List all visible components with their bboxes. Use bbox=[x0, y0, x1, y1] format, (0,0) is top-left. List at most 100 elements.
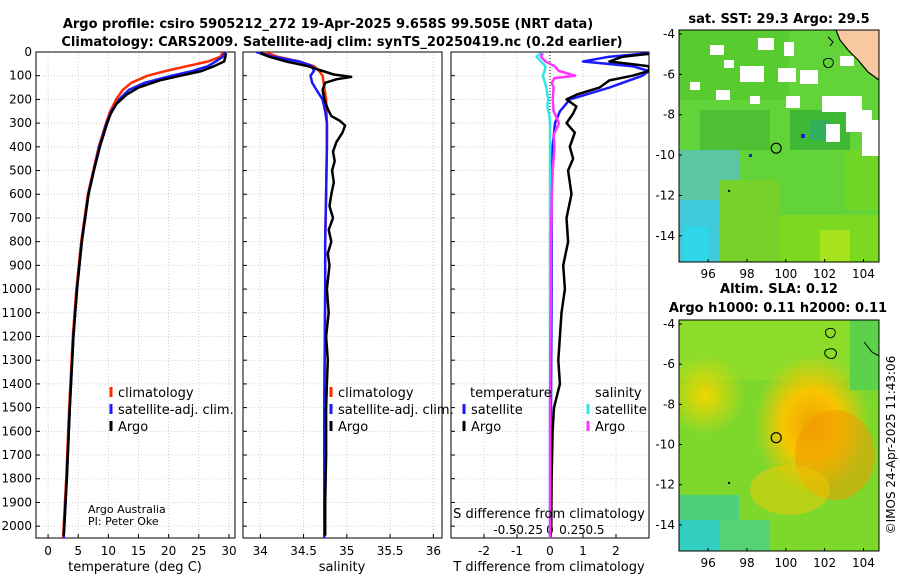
series-line-s-satellite bbox=[535, 52, 552, 538]
s-tick-label: -0.5 bbox=[493, 523, 516, 537]
x-tick-label: 34 bbox=[253, 544, 268, 558]
x-tick-label: 0 bbox=[546, 544, 554, 558]
x-tick-label: 30 bbox=[221, 544, 236, 558]
legend-s-argo-label: Argo bbox=[595, 420, 625, 435]
map-x-tick-label: 100 bbox=[774, 267, 797, 281]
sla-map-frame bbox=[678, 319, 880, 552]
x-tick-label: 2 bbox=[612, 544, 620, 558]
y-tick-label: 200 bbox=[9, 92, 32, 106]
x-tick-label: 25 bbox=[191, 544, 206, 558]
y-tick-label: 0 bbox=[24, 45, 32, 59]
legend-satellite-label: satellite-adj. clim. bbox=[118, 403, 234, 418]
map-y-tick-label: -14 bbox=[655, 518, 675, 532]
map-x-tick-label: 104 bbox=[852, 556, 875, 570]
temperature-xlabel: temperature (deg C) bbox=[68, 560, 202, 575]
legend-t-argo-label: Argo bbox=[471, 420, 501, 435]
x-tick-label: 35 bbox=[339, 544, 354, 558]
map-x-tick-label: 104 bbox=[852, 267, 875, 281]
map-y-tick-label: -10 bbox=[655, 438, 675, 452]
sst-map-axes: 96 98 100 102 104 -4 -6 -8 -10 -12 -14 bbox=[655, 27, 875, 281]
y-tick-label: 800 bbox=[9, 235, 32, 249]
y-tick-label: 600 bbox=[9, 187, 32, 201]
series-line-s-argo bbox=[539, 52, 577, 538]
legend-climatology-label: climatology bbox=[338, 386, 414, 401]
sla-map-axes: 96 98 100 102 104 -4 -6 -8 -10 -12 -14 bbox=[655, 317, 875, 570]
legend-s-satellite-label: satellite bbox=[595, 403, 647, 418]
float-position-marker bbox=[770, 142, 782, 154]
y-tick-label: 1300 bbox=[1, 353, 32, 367]
legend-temperature-title: temperature bbox=[470, 386, 552, 401]
x-tick-label: 1 bbox=[579, 544, 587, 558]
map-x-tick-label: 100 bbox=[774, 556, 797, 570]
salinity-xlabel: salinity bbox=[319, 560, 366, 575]
panel-frame bbox=[242, 51, 443, 539]
y-tick-label: 1200 bbox=[1, 329, 32, 343]
y-tick-label: 1700 bbox=[1, 448, 32, 462]
y-tick-label: 100 bbox=[9, 69, 32, 83]
series-line-t-argo bbox=[549, 52, 649, 536]
figure-title-line1: Argo profile: csiro 5905212_272 19-Apr-2… bbox=[63, 17, 593, 32]
map-y-tick-label: -12 bbox=[655, 478, 675, 492]
series-line-t-satellite bbox=[549, 52, 649, 538]
map-x-tick-label: 98 bbox=[739, 556, 754, 570]
s-tick-label: 0.25 bbox=[559, 523, 586, 537]
series-line-satellite-adj-clim- bbox=[62, 52, 226, 538]
map-y-tick-label: -4 bbox=[663, 27, 675, 41]
s-difference-label: S difference from climatology bbox=[453, 507, 645, 522]
x-tick-label: 15 bbox=[131, 544, 146, 558]
x-tick-label: 36 bbox=[426, 544, 441, 558]
y-tick-label: 1900 bbox=[1, 495, 32, 509]
difference-legend: temperature satellite Argo salinity sate… bbox=[462, 386, 647, 435]
map-y-tick-label: -8 bbox=[663, 397, 675, 411]
series-line-argo bbox=[259, 52, 353, 536]
y-tick-label: 2000 bbox=[1, 519, 32, 533]
panel-frame bbox=[35, 51, 236, 539]
x-tick-label: -2 bbox=[478, 544, 490, 558]
y-tick-label: 1400 bbox=[1, 377, 32, 391]
credit-line1: Argo Australia bbox=[88, 503, 166, 516]
sla-map-title: Altim. SLA: 0.12 bbox=[720, 282, 838, 297]
x-tick-label: 5 bbox=[74, 544, 82, 558]
map-x-tick-label: 102 bbox=[813, 267, 836, 281]
timestamp: ©IMOS 24-Apr-2025 11:43:06 bbox=[884, 356, 898, 535]
x-tick-label: -1 bbox=[511, 544, 523, 558]
y-tick-label: 1500 bbox=[1, 401, 32, 415]
sst-map-title: sat. SST: 29.3 Argo: 29.5 bbox=[688, 12, 869, 27]
map-y-tick-label: -12 bbox=[655, 188, 675, 202]
map-x-tick-label: 96 bbox=[700, 267, 715, 281]
series-line-argo bbox=[62, 52, 228, 536]
x-tick-label: 10 bbox=[101, 544, 116, 558]
sla-map-subtitle: Argo h1000: 0.11 h2000: 0.11 bbox=[669, 301, 887, 316]
legend-salinity-title: salinity bbox=[595, 386, 642, 401]
y-tick-label: 1800 bbox=[1, 472, 32, 486]
credit-line2: PI: Peter Oke bbox=[88, 515, 159, 528]
float-position-marker bbox=[770, 432, 782, 444]
x-tick-label: 20 bbox=[161, 544, 176, 558]
map-y-tick-label: -10 bbox=[655, 148, 675, 162]
salinity-legend: climatology satellite-adj. clim. Argo bbox=[329, 386, 454, 435]
y-tick-label: 700 bbox=[9, 211, 32, 225]
x-tick-label: 35.5 bbox=[377, 544, 404, 558]
legend-climatology-label: climatology bbox=[118, 386, 194, 401]
legend-t-satellite-label: satellite bbox=[471, 403, 523, 418]
map-x-tick-label: 96 bbox=[700, 556, 715, 570]
y-tick-label: 1100 bbox=[1, 306, 32, 320]
map-y-tick-label: -6 bbox=[663, 357, 675, 371]
t-difference-xlabel: T difference from climatology bbox=[452, 560, 645, 575]
map-y-tick-label: -8 bbox=[663, 108, 675, 122]
y-tick-label: 900 bbox=[9, 258, 32, 272]
figure-title-line2: Climatology: CARS2009. Satellite-adj cli… bbox=[61, 35, 622, 50]
map-y-tick-label: -14 bbox=[655, 229, 675, 243]
sst-map-image bbox=[679, 30, 879, 262]
legend-argo-label: Argo bbox=[338, 420, 368, 435]
temperature-panel: 0100200300400500600700800900100011001200… bbox=[1, 45, 236, 558]
legend-argo-label: Argo bbox=[118, 420, 148, 435]
salinity-panel: 34 34.5 35 35.5 36 bbox=[242, 51, 443, 558]
temperature-legend: climatology satellite-adj. clim. Argo bbox=[109, 386, 234, 435]
sst-map-frame bbox=[678, 29, 880, 263]
legend-satellite-label: satellite-adj. clim. bbox=[338, 403, 454, 418]
series-line-climatology bbox=[264, 52, 329, 538]
map-y-tick-label: -6 bbox=[663, 67, 675, 81]
